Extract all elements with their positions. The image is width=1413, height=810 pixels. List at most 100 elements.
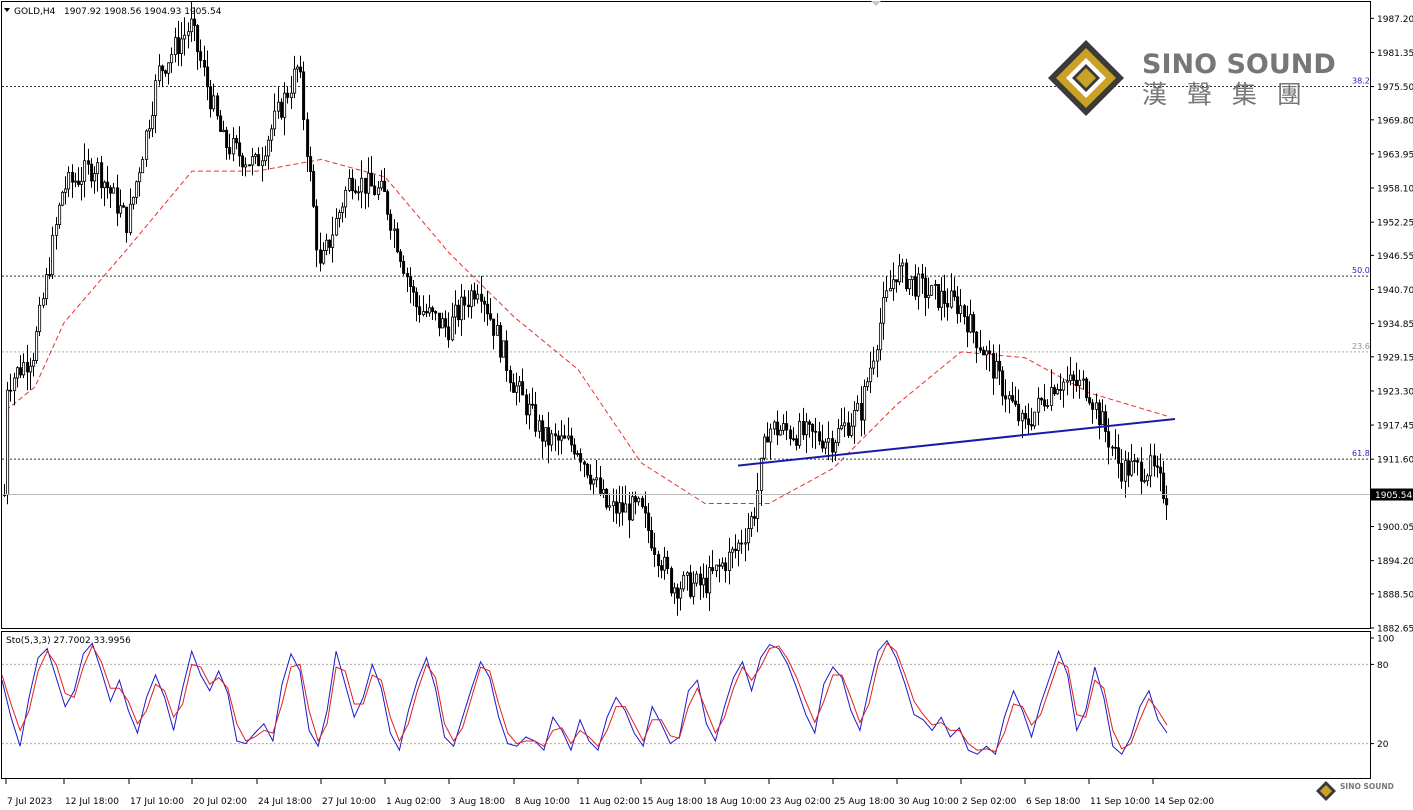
candle [798, 413, 802, 449]
candle [744, 528, 748, 562]
candle [145, 129, 149, 167]
candle [225, 126, 229, 160]
candle [621, 486, 625, 526]
candle [705, 564, 709, 599]
trendline-line[interactable] [737, 417, 1176, 467]
time-tick-label: 1 Aug 02:00 [386, 797, 441, 807]
candle [1040, 397, 1044, 406]
price-panel-frame [1, 1, 1371, 629]
candle [122, 202, 126, 208]
candle [83, 143, 87, 198]
price-tick-label: 1882.65 [1377, 625, 1413, 635]
candle [344, 186, 348, 218]
candle [592, 478, 596, 496]
candle [1053, 384, 1057, 396]
candle [795, 434, 799, 451]
candle [77, 167, 81, 187]
candle [460, 284, 464, 336]
candle [653, 532, 657, 568]
candle [863, 379, 867, 435]
candle [827, 421, 831, 461]
candle [180, 22, 184, 67]
candle [731, 546, 735, 569]
time-tick-label: 7 Jul 2023 [7, 797, 52, 807]
candle [235, 135, 239, 150]
candle [386, 189, 390, 221]
candle [901, 258, 905, 283]
candle [9, 373, 13, 402]
candle [608, 493, 612, 511]
candle [26, 344, 30, 391]
symbol-label[interactable]: GOLD,H4 [14, 7, 56, 17]
chart-shift-marker[interactable] [871, 1, 881, 6]
candle [959, 289, 963, 323]
candle [341, 202, 345, 223]
candle [615, 489, 619, 524]
candle [521, 368, 525, 396]
candle [406, 267, 410, 292]
candle [1120, 448, 1124, 489]
candle [219, 110, 223, 132]
candle [557, 430, 561, 456]
candle [67, 166, 71, 198]
candle [1117, 434, 1121, 479]
candle [943, 274, 947, 318]
candle [547, 412, 551, 464]
candle [914, 264, 918, 301]
candle [22, 353, 26, 379]
trendline[interactable] [737, 417, 1176, 467]
candle [370, 156, 374, 187]
ohlc-readout: 1907.92 1908.56 1904.93 1905.54 [64, 7, 222, 17]
candle [216, 92, 220, 120]
time-tick-label: 3 Aug 18:00 [450, 797, 505, 807]
candle [750, 511, 754, 537]
candle [853, 401, 857, 444]
candle [283, 82, 287, 136]
candle [170, 47, 174, 73]
candle [129, 188, 133, 236]
candle [975, 331, 979, 364]
candle [1021, 409, 1025, 439]
candle [299, 55, 303, 79]
candle [1078, 369, 1082, 399]
candle [1075, 362, 1079, 392]
candle [486, 290, 490, 326]
fib-level-label: 50.0 [1352, 266, 1370, 275]
candle [6, 381, 10, 505]
time-tick-label: 24 Jul 18:00 [258, 797, 312, 807]
candle [953, 277, 957, 301]
candle [1008, 391, 1012, 414]
symbol-dropdown-icon[interactable] [4, 8, 10, 12]
candle [856, 395, 860, 412]
candle [306, 112, 310, 172]
candle [1153, 443, 1157, 477]
candle [525, 388, 529, 425]
candle [389, 209, 393, 240]
candle [1124, 450, 1128, 498]
candle [203, 45, 207, 77]
candle [802, 407, 806, 440]
candle [715, 564, 719, 578]
time-tick-label: 6 Sep 18:00 [1026, 797, 1081, 807]
candle [1130, 444, 1134, 477]
candle [502, 340, 506, 358]
candle [438, 312, 442, 337]
candle [695, 570, 699, 587]
candle [222, 120, 226, 133]
candle [766, 422, 770, 443]
price-tick-label: 1900.05 [1377, 523, 1413, 533]
candle [45, 268, 49, 306]
candle [61, 190, 65, 207]
candle [1104, 404, 1108, 443]
candle [315, 199, 319, 268]
candle [869, 351, 873, 394]
candle [998, 344, 1002, 385]
candle [560, 420, 564, 455]
candle [586, 462, 590, 479]
candle [911, 276, 915, 297]
candle [618, 485, 622, 527]
candle [109, 185, 113, 208]
candle [319, 232, 323, 272]
candle [241, 152, 245, 176]
